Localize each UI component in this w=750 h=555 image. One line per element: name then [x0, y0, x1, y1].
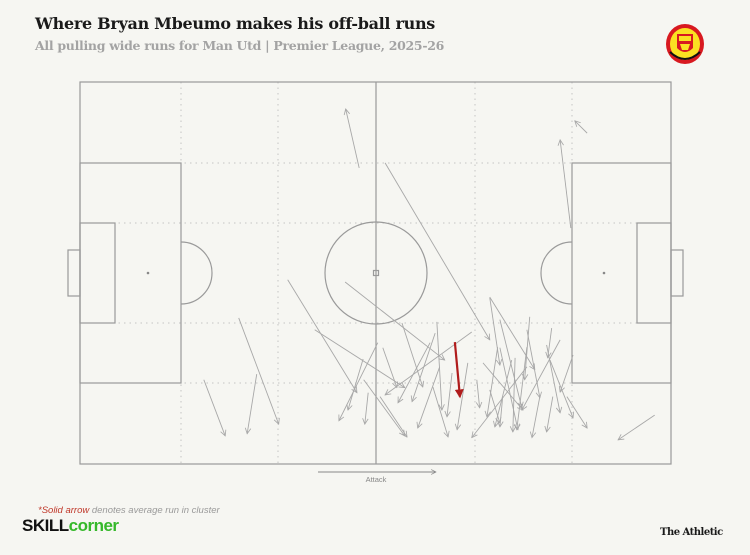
- right-six-yard-box: [636, 222, 672, 324]
- run-arrow: [560, 354, 574, 392]
- run-arrow: [401, 322, 423, 387]
- run-arrow: [436, 321, 442, 410]
- average-run-arrow: [453, 341, 464, 399]
- right-goal: [670, 249, 684, 297]
- run-arrow: [382, 347, 397, 388]
- run-arrow: [379, 396, 407, 437]
- run-arrow: [238, 317, 279, 424]
- left-penalty-box: [79, 162, 182, 384]
- run-arrow: [526, 329, 540, 398]
- right-penalty-box: [571, 162, 672, 384]
- run-arrow: [500, 396, 503, 427]
- run-arrow: [418, 366, 441, 428]
- run-arrow: [287, 279, 357, 393]
- run-arrow: [499, 319, 522, 408]
- run-arrow: [346, 109, 360, 169]
- run-arrow: [477, 379, 480, 408]
- chart-title: Where Bryan Mbeumo makes his off-ball ru…: [35, 14, 435, 33]
- run-arrow: [566, 396, 587, 428]
- left-penalty-arc: [180, 241, 213, 305]
- run-arrow: [447, 372, 453, 417]
- chart-subtitle: All pulling wide runs for Man Utd | Prem…: [35, 38, 445, 53]
- run-arrow: [348, 358, 364, 410]
- runs-layer: [203, 109, 655, 440]
- run-arrow: [489, 389, 500, 423]
- run-arrow: [203, 379, 225, 436]
- run-arrow: [432, 386, 448, 437]
- run-arrow: [560, 140, 572, 229]
- left-six-yard-box: [79, 222, 116, 324]
- left-goal: [67, 249, 81, 297]
- attack-direction-label: Attack: [366, 475, 387, 484]
- left-penalty-spot: [146, 271, 150, 275]
- run-arrow: [532, 396, 541, 438]
- run-arrow: [522, 339, 561, 410]
- pitch-markings: [67, 81, 684, 465]
- centre-circle: [324, 221, 428, 325]
- run-arrow: [517, 347, 528, 430]
- right-penalty-arc: [540, 241, 573, 305]
- run-arrow: [472, 366, 528, 438]
- skillcorner-logo-corner: corner: [68, 516, 119, 535]
- footnote-accent: *Solid arrow: [38, 505, 90, 516]
- skillcorner-logo: SKILLcorner: [22, 516, 119, 536]
- run-arrow: [549, 359, 573, 418]
- skillcorner-logo-skill: SKILL: [22, 516, 69, 535]
- run-arrow: [314, 329, 405, 388]
- run-arrow: [363, 379, 405, 436]
- manchester-united-crest-icon: [666, 24, 704, 64]
- run-arrow: [547, 396, 554, 432]
- run-arrow: [575, 121, 588, 134]
- run-arrow: [365, 392, 369, 424]
- run-arrow: [513, 357, 515, 432]
- run-arrow: [384, 162, 490, 340]
- run-arrow: [385, 331, 473, 395]
- centre-spot: [372, 269, 380, 277]
- run-arrow: [499, 347, 518, 430]
- right-penalty-spot: [602, 271, 606, 275]
- run-arrow: [247, 374, 258, 434]
- run-arrow: [618, 414, 655, 440]
- run-arrow: [489, 297, 500, 365]
- run-arrow: [546, 344, 561, 413]
- run-arrow: [398, 342, 431, 403]
- run-arrow: [339, 342, 379, 421]
- the-athletic-logo: The Athletic: [660, 527, 723, 538]
- run-arrow: [489, 296, 535, 369]
- run-arrow: [487, 347, 499, 417]
- run-arrow: [482, 362, 523, 410]
- footnote: *Solid arrow denotes average run in clus…: [38, 505, 220, 516]
- footnote-text: denotes average run in cluster: [89, 505, 220, 516]
- run-arrow: [525, 316, 531, 380]
